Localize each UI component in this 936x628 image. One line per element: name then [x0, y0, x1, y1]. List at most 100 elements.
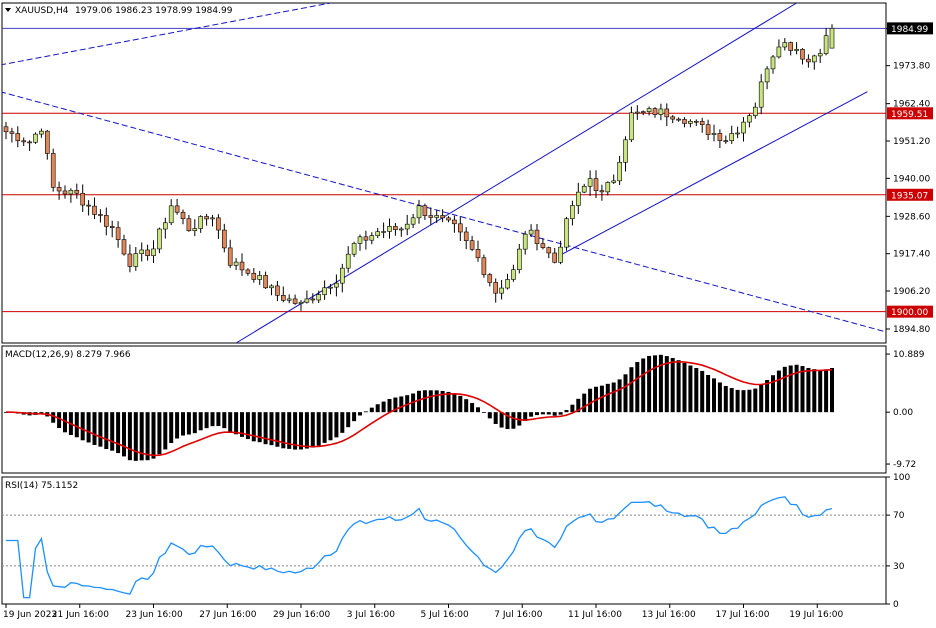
candle[interactable]	[322, 280, 327, 300]
macd-histogram-bar[interactable]	[682, 363, 687, 413]
macd-histogram-bar[interactable]	[487, 412, 492, 419]
candle[interactable]	[817, 48, 823, 63]
macd-histogram-bar[interactable]	[434, 390, 439, 413]
candle[interactable]	[558, 240, 563, 265]
candle[interactable]	[298, 300, 304, 311]
candle[interactable]	[475, 240, 481, 262]
candle[interactable]	[634, 105, 640, 120]
candle[interactable]	[27, 140, 32, 151]
candle[interactable]	[575, 182, 581, 215]
candle[interactable]	[452, 215, 457, 233]
candle[interactable]	[339, 263, 345, 293]
macd-histogram-bar[interactable]	[470, 403, 475, 413]
candle[interactable]	[534, 224, 540, 251]
macd-histogram-bar[interactable]	[346, 412, 351, 428]
macd-histogram-bar[interactable]	[658, 354, 663, 413]
candle[interactable]	[670, 115, 676, 124]
macd-histogram-bar[interactable]	[181, 412, 185, 436]
candle[interactable]	[239, 253, 245, 276]
candle[interactable]	[693, 119, 699, 127]
macd-histogram-bar[interactable]	[428, 390, 433, 413]
candle[interactable]	[9, 127, 15, 143]
macd-histogram-bar[interactable]	[812, 369, 817, 413]
macd-histogram-bar[interactable]	[399, 396, 404, 413]
candle[interactable]	[440, 209, 445, 223]
macd-histogram-bar[interactable]	[281, 412, 286, 449]
macd-histogram-bar[interactable]	[771, 375, 775, 413]
macd-histogram-bar[interactable]	[80, 412, 85, 441]
candle[interactable]	[62, 185, 68, 199]
macd-histogram-bar[interactable]	[234, 412, 239, 435]
candle[interactable]	[21, 137, 27, 147]
macd-histogram-bar[interactable]	[700, 370, 705, 413]
macd-histogram-bar[interactable]	[558, 412, 563, 415]
macd-histogram-bar[interactable]	[116, 412, 121, 454]
candle[interactable]	[222, 223, 227, 253]
candle[interactable]	[570, 200, 575, 226]
macd-histogram-bar[interactable]	[464, 399, 469, 413]
candle[interactable]	[381, 222, 386, 239]
candle[interactable]	[115, 221, 121, 248]
macd-histogram-bar[interactable]	[788, 365, 793, 413]
candle[interactable]	[729, 125, 735, 144]
candle[interactable]	[163, 217, 168, 239]
macd-histogram-bar[interactable]	[86, 412, 91, 443]
macd-histogram-bar[interactable]	[617, 379, 622, 413]
macd-histogram-bar[interactable]	[287, 412, 292, 449]
macd-histogram-bar[interactable]	[611, 382, 616, 413]
macd-histogram-bar[interactable]	[517, 412, 522, 426]
macd-histogram-bar[interactable]	[529, 412, 534, 417]
macd-histogram-bar[interactable]	[582, 393, 587, 413]
macd-histogram-bar[interactable]	[393, 397, 398, 413]
candle[interactable]	[629, 106, 634, 143]
candle[interactable]	[393, 222, 398, 236]
candle[interactable]	[741, 117, 746, 142]
candle[interactable]	[587, 170, 593, 196]
candle[interactable]	[446, 216, 451, 223]
macd-histogram-bar[interactable]	[251, 412, 256, 442]
macd-histogram-bar[interactable]	[741, 390, 746, 413]
candle[interactable]	[139, 242, 144, 262]
candle[interactable]	[764, 66, 770, 90]
macd-histogram-bar[interactable]	[98, 412, 103, 447]
macd-histogram-bar[interactable]	[240, 412, 244, 437]
candle[interactable]	[257, 270, 263, 285]
candle[interactable]	[511, 264, 516, 282]
macd-histogram-bar[interactable]	[381, 401, 386, 413]
macd-histogram-bar[interactable]	[481, 412, 486, 413]
candle[interactable]	[275, 280, 280, 302]
macd-histogram-bar[interactable]	[275, 412, 280, 447]
macd-histogram-bar[interactable]	[92, 412, 97, 445]
candle[interactable]	[98, 209, 103, 223]
candle[interactable]	[280, 286, 286, 303]
candle[interactable]	[546, 246, 552, 259]
macd-histogram-bar[interactable]	[157, 412, 162, 455]
candle[interactable]	[68, 188, 74, 203]
macd-histogram-bar[interactable]	[476, 407, 480, 413]
macd-histogram-bar[interactable]	[782, 366, 787, 413]
candle[interactable]	[758, 74, 764, 115]
candle[interactable]	[310, 293, 316, 304]
macd-histogram-bar[interactable]	[352, 412, 357, 422]
candle[interactable]	[646, 106, 652, 116]
candle[interactable]	[369, 232, 375, 245]
candle[interactable]	[56, 181, 62, 200]
candle[interactable]	[723, 135, 729, 144]
candle[interactable]	[168, 199, 174, 226]
candle[interactable]	[552, 248, 558, 264]
candle[interactable]	[528, 224, 534, 238]
candle[interactable]	[410, 213, 416, 229]
candle[interactable]	[487, 273, 493, 287]
macd-histogram-bar[interactable]	[363, 411, 368, 413]
candle[interactable]	[499, 279, 504, 300]
macd-histogram-bar[interactable]	[316, 412, 321, 446]
candle[interactable]	[351, 241, 357, 258]
candle[interactable]	[328, 284, 333, 295]
candle[interactable]	[611, 174, 617, 184]
macd-histogram-bar[interactable]	[310, 412, 315, 448]
macd-histogram-bar[interactable]	[299, 412, 303, 450]
candle[interactable]	[133, 246, 139, 271]
macd-histogram-bar[interactable]	[806, 367, 811, 413]
candle[interactable]	[776, 39, 782, 59]
candle[interactable]	[227, 239, 233, 268]
